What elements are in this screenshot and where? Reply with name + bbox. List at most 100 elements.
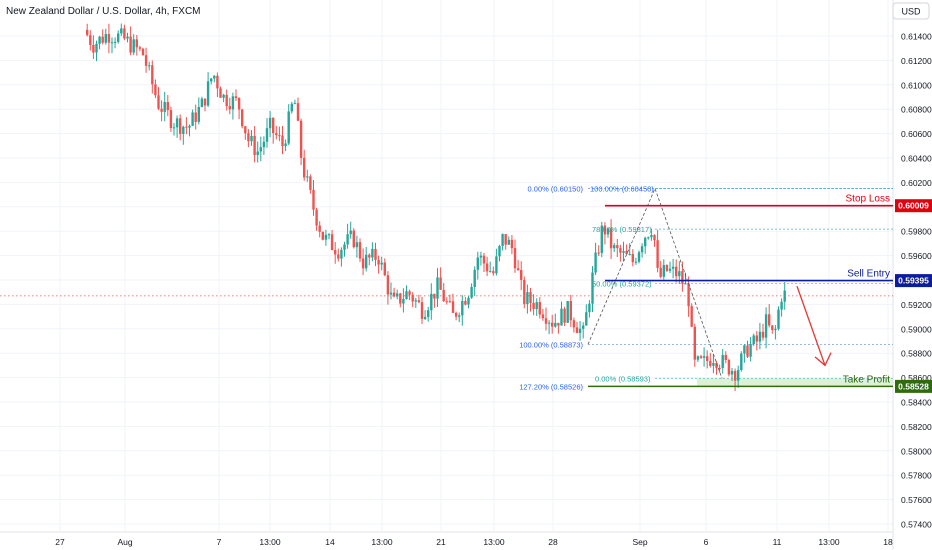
candle-body — [346, 234, 349, 245]
candle-body — [175, 118, 179, 128]
candle-body — [287, 111, 290, 144]
candle-body — [665, 265, 669, 271]
candle-body — [327, 234, 331, 236]
candle-body — [95, 43, 98, 53]
currency-button[interactable]: USD — [892, 2, 930, 20]
candle-body — [485, 263, 489, 272]
candle-body — [278, 135, 281, 137]
candle-body — [631, 254, 634, 263]
candle-body — [696, 356, 700, 360]
candle-body — [498, 246, 501, 257]
candle-body — [110, 42, 114, 44]
take-profit-zone — [697, 378, 893, 387]
candle-body — [185, 126, 188, 128]
fib-zigzag — [587, 187, 723, 379]
candle-body — [281, 135, 284, 147]
candle-body — [340, 249, 343, 259]
candle-body — [746, 345, 749, 357]
x-axis: 27 Aug 7 13:00 14 13:00 21 13:00 28 Sep 6 11 13:00 18 — [55, 537, 893, 547]
candle-body — [120, 28, 123, 34]
candle-body — [755, 335, 758, 342]
candle-body — [234, 96, 238, 99]
candle-body — [585, 312, 588, 326]
candle-body — [265, 128, 269, 142]
candle-body — [740, 353, 743, 371]
candle-body — [299, 120, 303, 158]
candle-body — [523, 279, 526, 305]
candle-body — [634, 261, 638, 263]
candle-body — [733, 370, 737, 381]
x-tick-label: 18 — [883, 537, 893, 547]
y-tick-label: 0.57600 — [901, 495, 932, 505]
candle-body — [662, 265, 665, 277]
candle-body — [504, 234, 507, 245]
trade-levels: Stop Loss 0.60009 Sell Entry 0.59395 Take Pr… — [588, 194, 932, 393]
candle-body — [538, 302, 541, 315]
candle-body — [132, 39, 135, 53]
fibonacci-lines: 0.00% (0.60150) 100.00% (0.58873) 127.20% … — [519, 185, 893, 392]
candle-body — [237, 98, 241, 110]
candle-body — [417, 300, 421, 303]
y-tick-label: 0.58800 — [901, 349, 932, 359]
candle-body — [216, 75, 219, 89]
fib-left-label: 0.00% (0.60150) — [528, 185, 584, 194]
candle-body — [563, 308, 566, 323]
candle-body — [219, 88, 222, 98]
candle-body — [510, 239, 514, 249]
candle-body — [659, 267, 662, 277]
candle-body — [671, 266, 675, 269]
candle-body — [749, 344, 752, 357]
candle-body — [513, 248, 517, 269]
candle-body — [402, 299, 405, 304]
candle-body — [349, 230, 352, 235]
level-price-label: 0.59395 — [898, 276, 929, 286]
y-tick-label: 0.59800 — [901, 227, 932, 237]
y-tick-label: 0.60400 — [901, 154, 932, 164]
candle-body — [129, 36, 132, 53]
candle-body — [653, 235, 656, 241]
candle-body — [445, 301, 448, 303]
candle-body — [600, 225, 603, 253]
x-tick-label: 13:00 — [483, 537, 505, 547]
candle-body — [430, 293, 433, 311]
candle-body — [458, 315, 461, 317]
candle-body — [774, 328, 777, 331]
candle-body — [138, 47, 142, 49]
candle-body — [678, 271, 681, 277]
candle-body — [609, 228, 613, 249]
candle-body — [389, 292, 393, 295]
candle-body — [718, 367, 721, 369]
candle-body — [330, 234, 334, 251]
candle-body — [241, 109, 244, 127]
candle-body — [777, 309, 780, 329]
candle-body — [461, 300, 464, 316]
candle-body — [107, 34, 111, 43]
candle-body — [182, 126, 185, 134]
candle-body — [191, 112, 194, 126]
candle-body — [157, 95, 160, 109]
candle-body — [98, 36, 101, 44]
candle-body — [492, 271, 495, 274]
arrow-shaft — [796, 285, 826, 366]
candle-body — [743, 345, 746, 354]
y-tick-label: 0.60800 — [901, 105, 932, 115]
candle-body — [268, 117, 272, 129]
candle-body — [640, 246, 644, 253]
candle-body — [578, 328, 582, 333]
candle-body — [476, 257, 479, 270]
candle-body — [668, 268, 672, 271]
candle-body — [371, 248, 374, 258]
candle-body — [780, 301, 783, 310]
candle-body — [569, 301, 572, 321]
candle-body — [321, 231, 324, 240]
x-tick-label: 13:00 — [818, 537, 840, 547]
candle-body — [104, 34, 107, 43]
candles — [86, 23, 786, 391]
candle-body — [783, 290, 786, 302]
grid — [0, 0, 894, 550]
candle-body — [557, 322, 560, 326]
candle-body — [737, 370, 740, 381]
candle-body — [507, 239, 510, 245]
chart-title: New Zealand Dollar / U.S. Dollar, 4h, FX… — [6, 6, 201, 17]
